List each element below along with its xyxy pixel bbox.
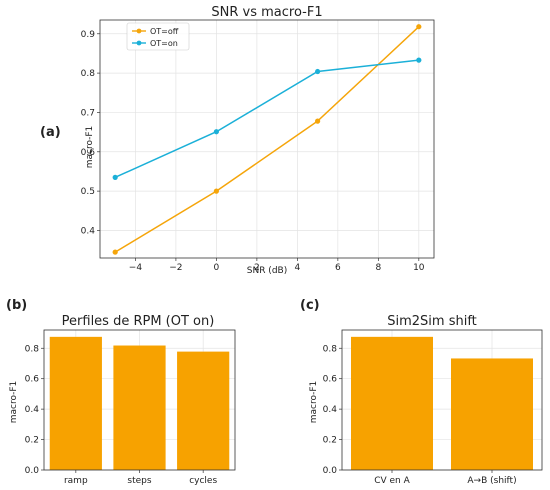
bar-a-b-shift- [451, 358, 533, 470]
y-tick-label-a: 0.8 [81, 69, 96, 79]
data-point-ot-on [315, 68, 321, 75]
x-tick-label-a: −4 [129, 263, 143, 273]
y-axis-label-c: macro-F1 [309, 381, 319, 424]
data-point-ot-on [213, 129, 219, 135]
legend-a: OT=off OT=on [126, 22, 190, 51]
x-tick-label-c: A→B (shift) [467, 476, 516, 486]
y-tick-label-a: 0.6 [81, 148, 96, 158]
chart-title-c: Sim2Sim shift [387, 314, 477, 329]
chart-title-b: Perfiles de RPM (OT on) [62, 314, 215, 329]
grid-a [100, 20, 434, 258]
y-tick-label-b: 0.0 [25, 466, 40, 476]
panel-a-line-chart: (a) SNR vs macro-F1 SNR (dB) macro-F1 −4… [40, 5, 435, 276]
chart-title-a: SNR vs macro-F1 [211, 5, 322, 20]
panel-c-bar-chart: (c) Sim2Sim shift macro-F1 0.00.20.40.60… [300, 298, 543, 486]
bars-c [351, 336, 533, 470]
ticks-a: −4 −2 0 2 4 6 8 10 0.4 0.5 0.6 0.7 0.8 0.9 [81, 30, 425, 273]
legend-marker-ot-off [136, 28, 142, 34]
y-tick-label-b: 0.8 [25, 344, 40, 354]
x-tick-label-a: 4 [294, 263, 300, 273]
data-point-ot-on [112, 174, 118, 180]
panel-b-bar-chart: (b) Perfiles de RPM (OT on) macro-F1 0.0… [6, 298, 236, 486]
y-tick-label-b: 0.2 [25, 436, 39, 446]
legend-label-ot-off: OT=off [150, 27, 179, 36]
x-tick-label-a: −2 [169, 263, 182, 273]
panel-label-b: (b) [6, 298, 27, 313]
x-tick-label-b: cycles [189, 476, 217, 486]
x-tick-label-a: 0 [214, 263, 220, 273]
panel-label-c: (c) [300, 298, 320, 313]
plot-frame-b [43, 329, 236, 471]
x-tick-label-a: 10 [413, 263, 425, 273]
y-axis-label-a: macro-F1 [85, 126, 95, 169]
data-point-ot-off [112, 249, 118, 255]
bar-steps [113, 345, 166, 470]
bar-cycles [177, 351, 230, 470]
legend-label-ot-on: OT=on [150, 39, 178, 48]
bars-b [49, 336, 230, 470]
y-tick-label-a: 0.5 [81, 187, 95, 197]
x-tick-label-c: CV en A [374, 476, 410, 486]
x-tick-label-a: 2 [254, 263, 260, 273]
y-tick-label-c: 0.0 [323, 466, 338, 476]
series-line-ot-on [114, 59, 419, 179]
x-tick-label-b: steps [127, 476, 151, 486]
x-axis-label-a: SNR (dB) [247, 266, 287, 276]
y-tick-label-b: 0.4 [25, 405, 40, 415]
x-tick-label-a: 8 [375, 263, 381, 273]
y-axis-label-b: macro-F1 [9, 381, 19, 424]
data-point-ot-off [213, 188, 219, 194]
x-tick-label-b: ramp [64, 476, 88, 486]
y-tick-label-a: 0.7 [81, 108, 95, 118]
data-point-ot-on [416, 57, 422, 63]
ticks-c: 0.0 0.2 0.4 0.6 0.8 CV en A A→B (shift) [323, 344, 517, 486]
plot-frame-a [99, 19, 435, 259]
bar-ramp [49, 336, 102, 470]
y-tick-label-c: 0.8 [323, 344, 338, 354]
ticks-b: 0.0 0.2 0.4 0.6 0.8 ramp steps cycles [25, 344, 218, 486]
data-point-ot-off [416, 24, 422, 30]
y-tick-label-a: 0.9 [81, 30, 96, 40]
y-tick-label-c: 0.2 [323, 436, 337, 446]
data-point-ot-off [315, 118, 321, 124]
y-tick-label-c: 0.4 [323, 405, 338, 415]
series-group-a [112, 24, 422, 255]
x-tick-label-a: 6 [335, 263, 341, 273]
y-tick-label-b: 0.6 [25, 375, 40, 385]
panel-label-a: (a) [40, 125, 61, 140]
series-line-ot-off [114, 26, 420, 253]
bar-cv-en-a [351, 336, 433, 470]
y-tick-label-c: 0.6 [323, 375, 338, 385]
plot-frame-c [341, 329, 543, 471]
legend-marker-ot-on [136, 40, 142, 46]
y-tick-label-a: 0.4 [81, 226, 96, 236]
